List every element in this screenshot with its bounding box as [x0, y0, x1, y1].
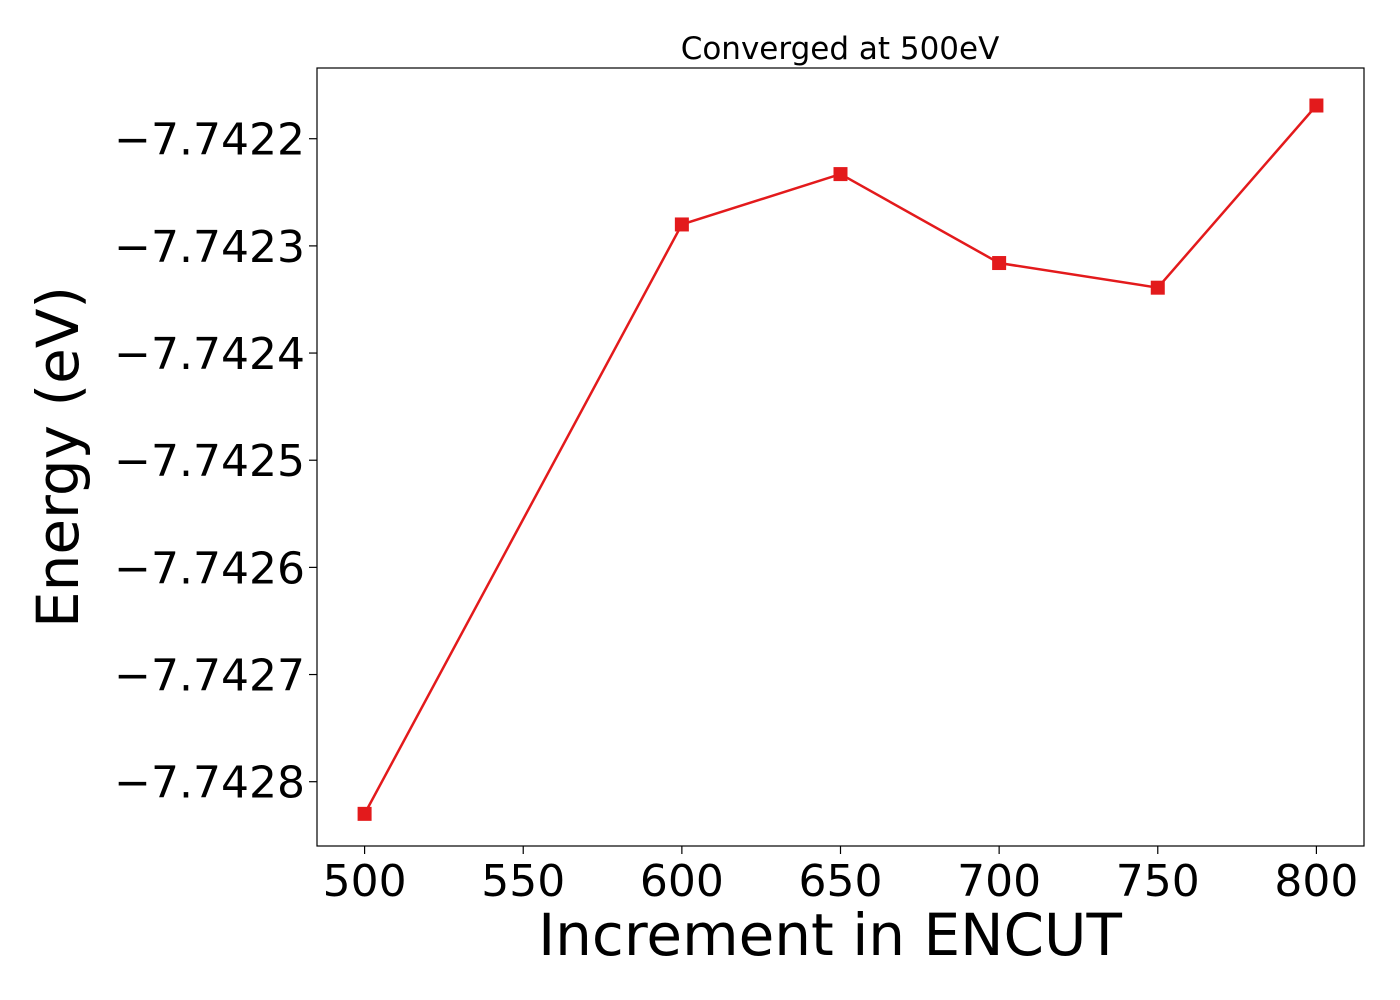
- x-axis: 500 550 600 650 700 750 800: [323, 846, 1358, 907]
- x-tick-label: 550: [481, 856, 565, 907]
- series-group: [357, 98, 1324, 821]
- y-tick-label: −7.7426: [114, 543, 305, 594]
- x-tick-label: 650: [799, 856, 883, 907]
- y-axis: −7.7428 −7.7427 −7.7426 −7.7425 −7.7424 −7.74…: [114, 115, 317, 809]
- data-point-marker: [1309, 98, 1324, 113]
- data-point-marker: [357, 806, 372, 821]
- data-point-marker: [992, 256, 1007, 271]
- chart-title: Converged at 500eV: [681, 31, 1000, 67]
- x-axis-label: Increment in ENCUT: [538, 901, 1122, 969]
- y-tick-label: −7.7427: [114, 651, 305, 702]
- y-tick-label: −7.7423: [114, 222, 305, 273]
- x-tick-label: 800: [1274, 856, 1358, 907]
- y-tick-label: −7.7424: [114, 329, 305, 380]
- x-tick-label: 600: [640, 856, 724, 907]
- x-tick-label: 750: [1116, 856, 1200, 907]
- plot-area: [316, 67, 1365, 847]
- data-point-marker: [833, 167, 848, 182]
- series-line: [363, 104, 1318, 815]
- data-point-marker: [1150, 280, 1165, 295]
- y-tick-label: −7.7425: [114, 436, 305, 487]
- x-tick-label: 700: [957, 856, 1041, 907]
- y-tick-label: −7.7422: [114, 115, 305, 166]
- y-axis-label: Energy (eV): [24, 286, 92, 628]
- data-point-marker: [674, 217, 689, 232]
- x-tick-label: 500: [323, 856, 407, 907]
- y-tick-label: −7.7428: [114, 758, 305, 809]
